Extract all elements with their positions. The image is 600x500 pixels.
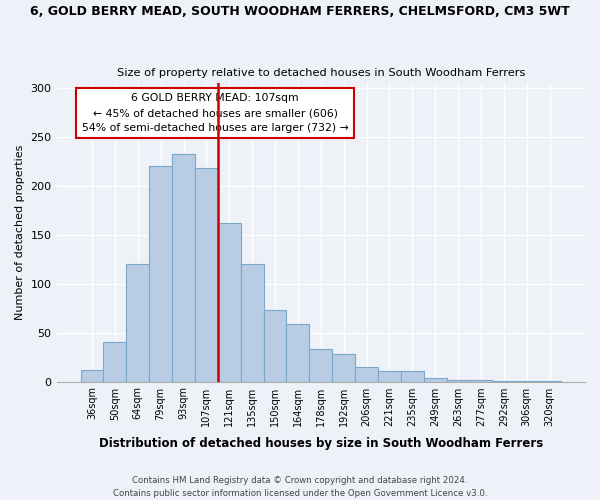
Bar (493, 380, 515, 382)
Text: 6, GOLD BERRY MEAD, SOUTH WOODHAM FERRERS, CHELMSFORD, CM3 5WT: 6, GOLD BERRY MEAD, SOUTH WOODHAM FERRER… (30, 5, 570, 18)
Y-axis label: Number of detached properties: Number of detached properties (15, 144, 25, 320)
Bar (469, 380, 493, 382)
Bar (286, 324, 310, 382)
Bar (80, 370, 103, 382)
Bar (446, 380, 469, 382)
Bar (218, 223, 241, 382)
Bar (538, 380, 561, 382)
Bar (401, 371, 424, 382)
Title: Size of property relative to detached houses in South Woodham Ferrers: Size of property relative to detached ho… (116, 68, 525, 78)
Bar (241, 264, 263, 382)
Bar (149, 166, 172, 382)
Bar (195, 168, 218, 382)
Bar (424, 378, 446, 382)
Text: 6 GOLD BERRY MEAD: 107sqm
← 45% of detached houses are smaller (606)
54% of semi: 6 GOLD BERRY MEAD: 107sqm ← 45% of detac… (82, 94, 349, 133)
Bar (263, 310, 286, 382)
Text: Contains HM Land Registry data © Crown copyright and database right 2024.
Contai: Contains HM Land Registry data © Crown c… (113, 476, 487, 498)
Bar (310, 349, 332, 382)
Bar (378, 371, 401, 382)
Bar (515, 380, 538, 382)
Bar (355, 367, 378, 382)
Bar (127, 264, 149, 382)
X-axis label: Distribution of detached houses by size in South Woodham Ferrers: Distribution of detached houses by size … (98, 437, 543, 450)
Bar (172, 154, 195, 382)
Bar (103, 342, 127, 382)
Bar (332, 354, 355, 382)
